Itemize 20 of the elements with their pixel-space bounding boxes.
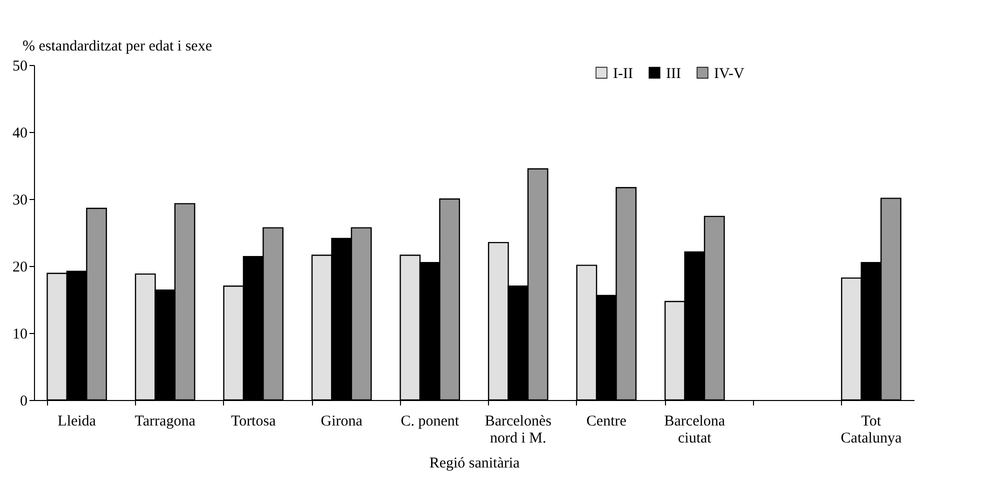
x-tick-label: Barcelonès nord i M. <box>484 414 552 446</box>
x-axis-title: Regió sanitària <box>429 456 520 472</box>
x-tick-label: Tarragona <box>134 414 196 430</box>
x-tick-label: Centre <box>586 414 627 430</box>
y-tick-label: 10 <box>12 326 28 342</box>
y-tick-label: 50 <box>12 58 28 74</box>
x-tick-label: Tot Catalunya <box>840 414 902 446</box>
y-tick-label: 20 <box>12 260 28 276</box>
y-tick-label: 30 <box>12 192 28 208</box>
y-tick-label: 40 <box>12 126 28 142</box>
y-tick-label: 0 <box>20 394 28 410</box>
legend-label: I-II <box>613 66 633 82</box>
x-tick-label: Girona <box>320 414 363 430</box>
x-tick-label: Tortosa <box>230 414 276 430</box>
legend-label: IV-V <box>714 66 744 82</box>
legend-label: III <box>666 66 681 82</box>
x-tick-label: Barcelona ciutat <box>664 414 726 446</box>
x-tick-label: C. ponent <box>400 414 460 430</box>
y-axis-title: % estandarditzat per edat i sexe <box>22 38 212 54</box>
x-tick-label: Lleida <box>58 414 96 430</box>
